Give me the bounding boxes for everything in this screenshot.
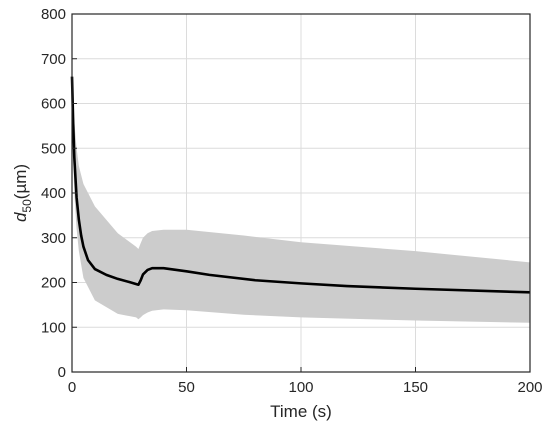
y-tick-label: 200 — [41, 275, 66, 292]
y-tick-label: 300 — [41, 230, 66, 247]
x-tick-label: 200 — [517, 379, 542, 396]
series-line — [70, 76, 531, 294]
y-tick-label: 0 — [58, 364, 66, 381]
y-axis-ticks: 0 100 200 300 400 500 600 700 800 — [41, 6, 77, 381]
y-tick-label: 100 — [41, 319, 66, 336]
y-tick-label: 500 — [41, 140, 66, 157]
confidence-band — [72, 76, 530, 323]
y-tick-label: 400 — [41, 185, 66, 202]
y-tick-label: 800 — [41, 6, 66, 23]
grid — [72, 14, 530, 372]
x-axis-ticks: 0 50 100 150 200 — [68, 367, 543, 396]
y-axis-title: d50(µm) — [11, 164, 34, 222]
y-tick-label: 700 — [41, 51, 66, 68]
x-tick-label: 100 — [288, 379, 313, 396]
y-axis-title-unit: (µm) — [11, 164, 30, 199]
x-tick-label: 50 — [178, 379, 195, 396]
x-axis-title: Time (s) — [270, 402, 332, 421]
x-tick-label: 0 — [68, 379, 76, 396]
y-axis-title-subscript: 50 — [20, 199, 34, 213]
y-tick-label: 600 — [41, 96, 66, 113]
y-axis-title-main: d — [11, 212, 30, 222]
x-tick-label: 150 — [403, 379, 428, 396]
